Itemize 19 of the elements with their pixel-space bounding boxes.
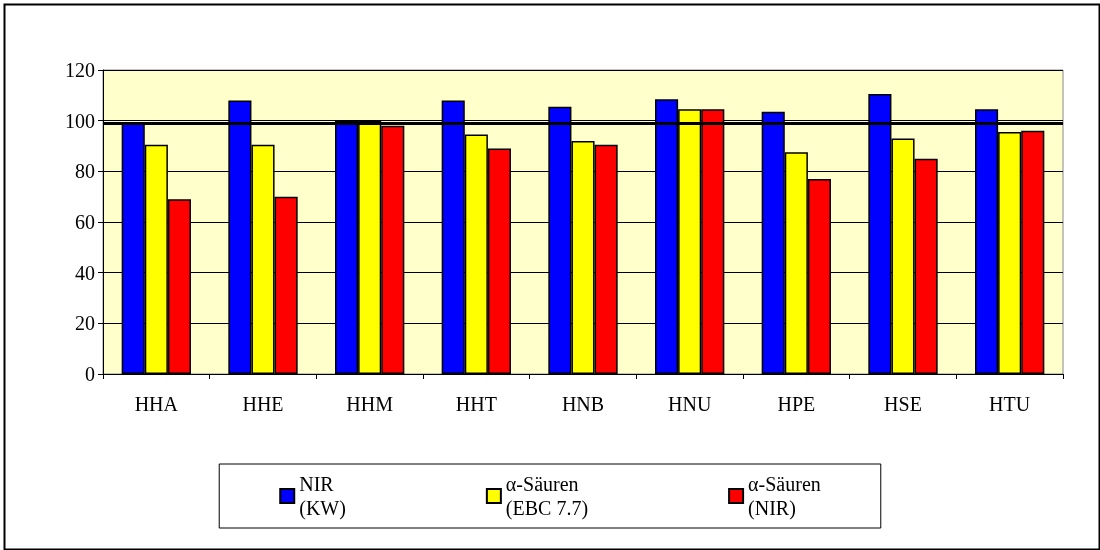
- x-tick-label: HHT: [455, 393, 497, 415]
- x-tick-label: HPE: [777, 393, 816, 415]
- x-tick-label: HHA: [134, 393, 179, 415]
- x-tick-label: HNU: [667, 393, 712, 415]
- y-tick-label: 40: [75, 261, 95, 284]
- legend-label: NIR (KW): [299, 473, 346, 520]
- x-tick-label: HHE: [242, 393, 284, 415]
- y-tick-label: 80: [75, 160, 95, 183]
- x-tick-label: HHM: [346, 393, 394, 415]
- x-tick-label: HNB: [561, 393, 605, 415]
- legend-label: α-Säuren (NIR): [748, 473, 821, 520]
- y-tick-label: 100: [65, 109, 95, 132]
- legend-label: α-Säuren (EBC 7.7): [505, 473, 589, 520]
- y-tick-label: 0: [85, 363, 95, 385]
- y-tick-label: 20: [75, 312, 95, 335]
- y-tick-label: 60: [75, 211, 95, 233]
- x-tick-label: HSE: [884, 393, 922, 415]
- x-tick-label: HTU: [989, 393, 1031, 415]
- y-tick-label: 120: [65, 59, 95, 81]
